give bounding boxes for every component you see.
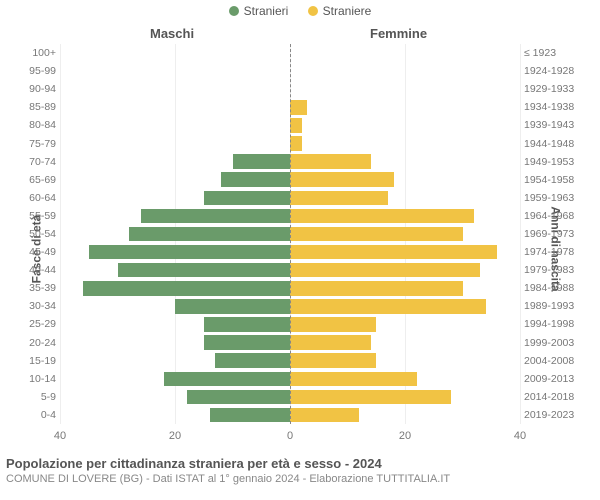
birth-label: 1974-1978 [524,246,584,258]
legend-male-label: Stranieri [244,4,289,18]
x-tick: 40 [514,430,526,442]
legend-female: Straniere [308,4,372,18]
bar-female [290,209,474,223]
footer: Popolazione per cittadinanza straniera p… [0,454,600,485]
age-label: 35-39 [20,282,56,294]
birth-label: 1929-1933 [524,83,584,95]
birth-label: 1949-1953 [524,156,584,168]
bar-female [290,317,376,331]
chart: Fasce di età Anni di nascita 100+≤ 19239… [0,44,600,454]
age-label: 85-89 [20,101,56,113]
bar-female [290,191,388,205]
birth-label: 2014-2018 [524,391,584,403]
bar-male [89,245,290,259]
bar-female [290,118,302,132]
birth-label: 1964-1968 [524,210,584,222]
age-label: 20-24 [20,337,56,349]
legend-female-label: Straniere [323,4,372,18]
bar-male [118,263,291,277]
bar-female [290,136,302,150]
bar-female [290,353,376,367]
bar-female [290,100,307,114]
age-label: 40-44 [20,264,56,276]
x-tick: 20 [399,430,411,442]
swatch-male-icon [229,6,239,16]
x-tick: 0 [287,430,293,442]
birth-label: 1924-1928 [524,65,584,77]
age-label: 95-99 [20,65,56,77]
center-line [290,44,291,424]
bar-female [290,245,497,259]
age-label: 15-19 [20,355,56,367]
bar-male [204,191,290,205]
bar-male [210,408,291,422]
bar-male [221,172,290,186]
birth-label: 2009-2013 [524,373,584,385]
age-label: 60-64 [20,192,56,204]
bar-male [164,372,291,386]
bar-female [290,263,480,277]
bar-female [290,390,451,404]
swatch-female-icon [308,6,318,16]
birth-label: 1989-1993 [524,300,584,312]
bar-male [233,154,291,168]
birth-label: 1979-1983 [524,264,584,276]
bar-female [290,299,486,313]
age-label: 10-14 [20,373,56,385]
age-label: 0-4 [20,409,56,421]
age-label: 100+ [20,47,56,59]
age-label: 45-49 [20,246,56,258]
bar-female [290,281,463,295]
chart-title: Popolazione per cittadinanza straniera p… [6,456,594,471]
bar-female [290,227,463,241]
age-label: 65-69 [20,174,56,186]
bar-female [290,335,371,349]
bar-male [175,299,290,313]
legend-male: Stranieri [229,4,289,18]
bar-male [215,353,290,367]
x-tick: 40 [54,430,66,442]
age-label: 55-59 [20,210,56,222]
age-label: 90-94 [20,83,56,95]
birth-label: 1944-1948 [524,138,584,150]
birth-label: 1954-1958 [524,174,584,186]
birth-label: ≤ 1923 [524,47,584,59]
bar-male [141,209,291,223]
birth-label: 1999-2003 [524,337,584,349]
bar-male [204,335,290,349]
bar-male [204,317,290,331]
birth-label: 1934-1938 [524,101,584,113]
birth-label: 1939-1943 [524,119,584,131]
birth-label: 2019-2023 [524,409,584,421]
plot-area: 100+≤ 192395-991924-192890-941929-193385… [60,44,520,424]
birth-label: 1994-1998 [524,318,584,330]
x-tick: 20 [169,430,181,442]
header-female: Femmine [370,26,427,41]
age-label: 30-34 [20,300,56,312]
age-label: 5-9 [20,391,56,403]
bar-male [83,281,290,295]
birth-label: 1959-1963 [524,192,584,204]
birth-label: 2004-2008 [524,355,584,367]
age-label: 25-29 [20,318,56,330]
chart-subtitle: COMUNE DI LOVERE (BG) - Dati ISTAT al 1°… [6,473,594,485]
age-label: 70-74 [20,156,56,168]
age-label: 80-84 [20,119,56,131]
bar-female [290,172,394,186]
bar-male [187,390,291,404]
bar-female [290,408,359,422]
legend: Stranieri Straniere [0,0,600,26]
birth-label: 1969-1973 [524,228,584,240]
header-male: Maschi [150,26,194,41]
gender-headers: Maschi Femmine [0,26,600,44]
birth-label: 1984-1988 [524,282,584,294]
age-label: 75-79 [20,138,56,150]
bar-male [129,227,290,241]
bar-female [290,372,417,386]
x-axis: 402002040 [60,424,520,454]
bar-female [290,154,371,168]
age-label: 50-54 [20,228,56,240]
